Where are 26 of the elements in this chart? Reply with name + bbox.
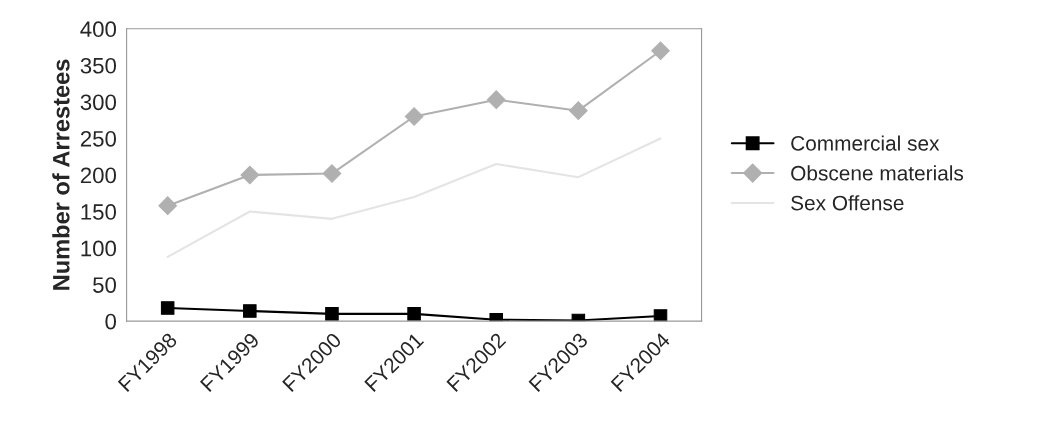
point — [407, 307, 421, 321]
point — [569, 101, 588, 121]
point — [325, 307, 339, 321]
point — [404, 107, 424, 126]
legend-label: Obscene materials — [791, 165, 964, 181]
legend-label: Sex Offense — [791, 195, 904, 211]
point — [651, 41, 670, 61]
y-tick-label: 200 — [80, 167, 117, 184]
y-tick-label: 50 — [93, 277, 117, 293]
legend-label: Commercial sex — [791, 135, 940, 151]
y-tick-label: 100 — [81, 240, 117, 257]
y-tick-label: 250 — [80, 130, 117, 147]
y-tick-label: 300 — [80, 94, 117, 111]
point — [240, 165, 260, 185]
y-tick-label: 350 — [80, 57, 117, 74]
point — [322, 164, 342, 183]
y-tick-label: 0 — [105, 313, 117, 330]
line-series — [166, 137, 662, 258]
y-tick-label: 400 — [80, 21, 117, 38]
point — [158, 196, 178, 216]
point — [653, 309, 668, 322]
point — [160, 301, 175, 315]
y-tick-label: 150 — [81, 204, 117, 220]
y-axis-title: Number of Arrestees — [52, 59, 70, 290]
point — [486, 90, 506, 110]
point — [243, 304, 257, 318]
